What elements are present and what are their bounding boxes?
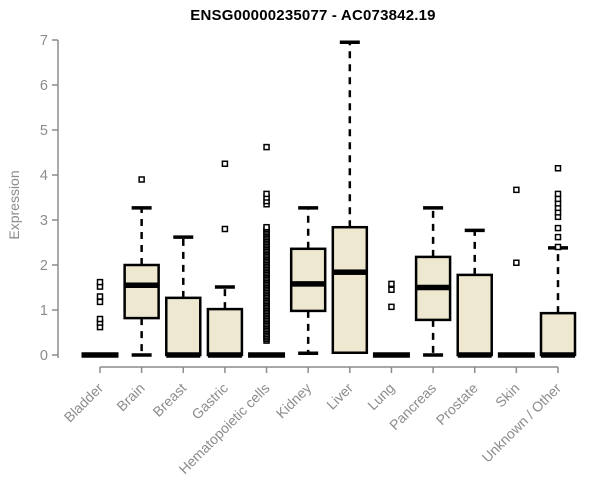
outlier-hematopoietic-cells bbox=[263, 143, 270, 151]
y-tick-label-3: 3 bbox=[40, 213, 48, 229]
x-label-liver: Liver bbox=[323, 380, 356, 413]
outlier-bladder bbox=[96, 315, 104, 323]
box-unknown-other bbox=[539, 311, 577, 357]
box-liver bbox=[331, 225, 369, 354]
outlier-gastric bbox=[221, 225, 229, 233]
chart-title: ENSG00000235077 - AC073842.19 bbox=[190, 7, 436, 24]
median-kidney bbox=[291, 281, 326, 287]
x-label-bladder: Bladder bbox=[61, 380, 107, 426]
y-tick-label-6: 6 bbox=[40, 78, 48, 94]
outlier-hematopoietic-cells bbox=[263, 190, 270, 198]
y-tick-label-1: 1 bbox=[40, 303, 48, 319]
x-label-unknown-other: Unknown / Other bbox=[479, 380, 565, 466]
outlier-unknown-other bbox=[554, 165, 562, 172]
median-brain bbox=[124, 282, 159, 288]
outlier-hematopoietic-cells bbox=[263, 223, 270, 231]
outlier-unknown-other bbox=[554, 243, 562, 251]
median-pancreas bbox=[416, 284, 451, 291]
box-brain bbox=[123, 263, 160, 320]
box-gastric bbox=[206, 307, 244, 357]
x-label-prostate: Prostate bbox=[433, 380, 481, 428]
outlier-lung bbox=[388, 286, 395, 293]
y-tick-label-4: 4 bbox=[40, 168, 48, 184]
x-label-skin: Skin bbox=[492, 380, 523, 411]
box-breast bbox=[165, 296, 202, 357]
outlier-gastric bbox=[221, 160, 229, 167]
outlier-skin bbox=[513, 186, 520, 194]
outlier-unknown-other bbox=[554, 233, 562, 241]
y-tick-label-7: 7 bbox=[40, 33, 48, 49]
median-breast bbox=[166, 352, 201, 358]
y-tick-label-2: 2 bbox=[40, 258, 48, 274]
outlier-lung bbox=[388, 280, 395, 288]
x-label-brain: Brain bbox=[113, 380, 147, 414]
outlier-bladder bbox=[96, 298, 104, 306]
outlier-unknown-other bbox=[554, 190, 562, 198]
outlier-bladder bbox=[96, 293, 104, 300]
x-label-lung: Lung bbox=[364, 380, 397, 413]
outlier-brain bbox=[138, 176, 145, 183]
median-prostate bbox=[457, 352, 492, 358]
outlier-unknown-other bbox=[554, 224, 562, 232]
median-liver bbox=[332, 269, 367, 275]
outlier-bladder bbox=[96, 278, 104, 286]
x-label-breast: Breast bbox=[149, 380, 189, 420]
median-hematopoietic-cells bbox=[248, 352, 286, 358]
y-tick-label-5: 5 bbox=[40, 123, 48, 139]
box-kidney bbox=[289, 247, 327, 313]
median-bladder bbox=[81, 352, 119, 358]
x-label-kidney: Kidney bbox=[273, 380, 315, 422]
box-prostate bbox=[456, 273, 493, 357]
median-gastric bbox=[207, 352, 242, 358]
outlier-skin bbox=[513, 259, 520, 266]
median-skin bbox=[497, 352, 535, 358]
outlier-lung bbox=[388, 303, 395, 311]
median-unknown-other bbox=[540, 352, 575, 358]
y-tick-label-0: 0 bbox=[40, 348, 48, 364]
median-lung bbox=[372, 352, 410, 358]
